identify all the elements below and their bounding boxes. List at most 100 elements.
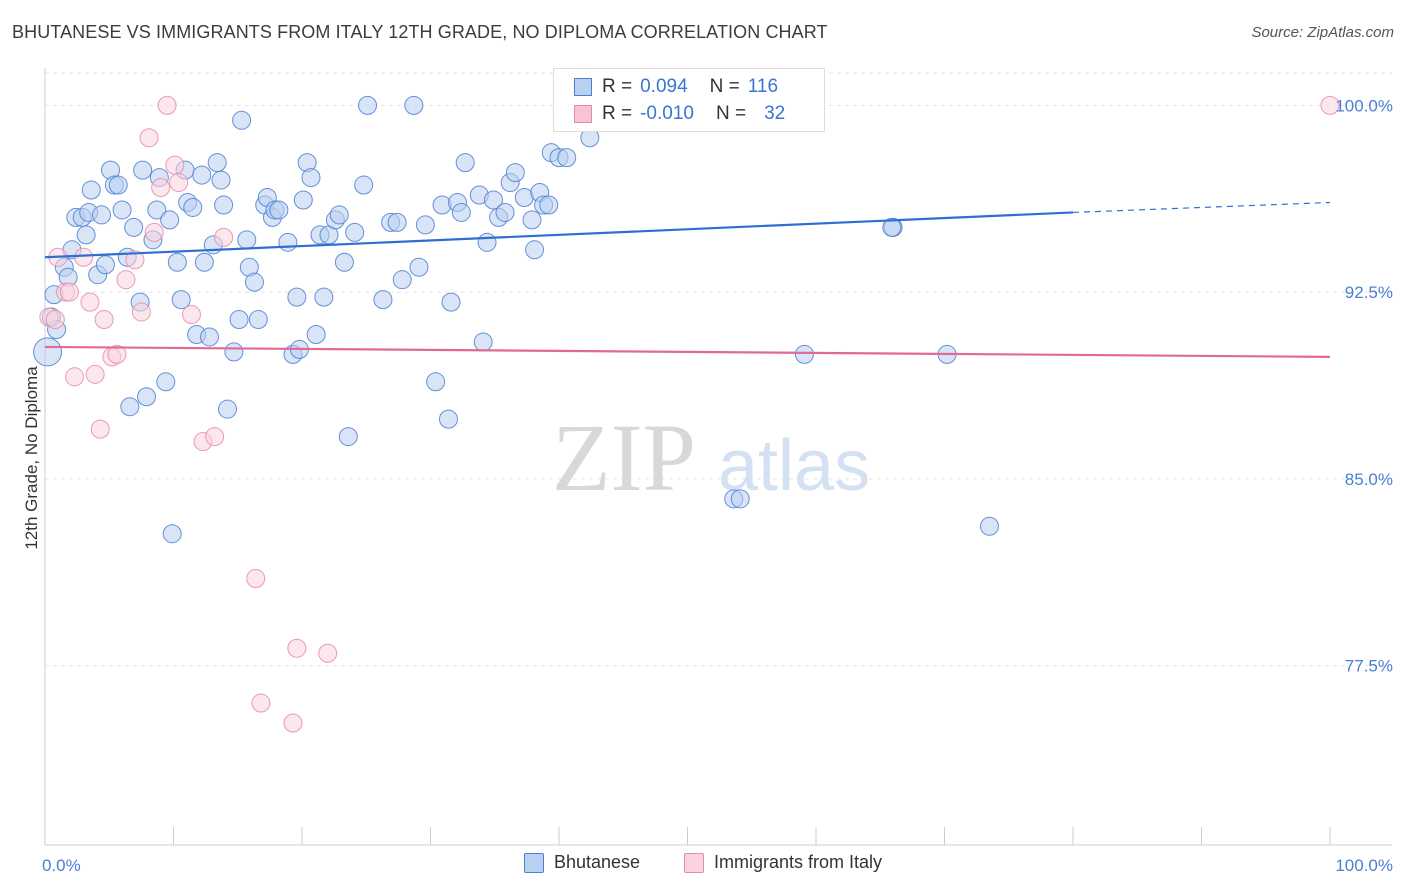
- legend-item-bhutanese[interactable]: Bhutanese: [523, 852, 641, 873]
- italy-point: [85, 364, 105, 384]
- bhutanese-point: [167, 252, 187, 272]
- bhutanese-point: [409, 257, 429, 277]
- bhutanese-point: [171, 290, 191, 310]
- bhutanese-point: [392, 270, 412, 290]
- italy-point: [165, 155, 185, 175]
- bhutanese-trend-line: [44, 211, 1074, 259]
- bhutanese-point: [334, 252, 354, 272]
- italy-point: [169, 173, 189, 193]
- y-tick-label: 92.5%: [1345, 283, 1393, 302]
- bhutanese-point: [162, 524, 182, 544]
- legend-swatch-italy: [574, 105, 592, 123]
- legend-row-bhutanese: R = 0.094 N = 116: [574, 75, 778, 99]
- italy-point: [318, 643, 338, 663]
- bhutanese-point: [214, 195, 234, 215]
- bhutanese-point: [404, 95, 424, 115]
- bhutanese-point: [354, 175, 374, 195]
- italy-point: [214, 227, 234, 247]
- bhutanese-point: [415, 215, 435, 235]
- bhutanese-point: [92, 205, 112, 225]
- bhutanese-point: [120, 397, 140, 417]
- bhutanese-point: [137, 387, 157, 407]
- n-value: 32: [764, 103, 786, 124]
- bhutanese-point: [525, 240, 545, 260]
- bhutanese-point: [224, 342, 244, 362]
- bhutanese-point: [199, 327, 219, 347]
- bhutanese-point: [438, 409, 458, 429]
- bhutanese-point: [495, 202, 515, 222]
- bhutanese-point: [505, 163, 525, 183]
- bhutanese-point: [979, 516, 999, 536]
- italy-point: [144, 222, 164, 242]
- bhutanese-point: [156, 372, 176, 392]
- italy-point: [283, 713, 303, 733]
- legend-swatch-bhutanese: [523, 852, 544, 873]
- italy-point: [80, 292, 100, 312]
- italy-point: [65, 367, 85, 387]
- italy-point: [45, 310, 65, 330]
- italy-point: [107, 344, 127, 364]
- bhutanese-point: [160, 210, 180, 230]
- bhutanese-point: [81, 180, 101, 200]
- bhutanese-point: [730, 489, 750, 509]
- bhutanese-point: [211, 170, 231, 190]
- bhutanese-point: [278, 232, 298, 252]
- n-value: 116: [747, 76, 779, 97]
- bhutanese-point: [441, 292, 461, 312]
- bhutanese-point: [269, 200, 289, 220]
- italy-point: [246, 569, 266, 589]
- bhutanese-point: [455, 153, 475, 173]
- y-tick-label: 100.0%: [1335, 96, 1393, 115]
- italy-point: [94, 310, 114, 330]
- bhutanese-point: [794, 344, 814, 364]
- italy-point: [131, 302, 151, 322]
- tick-labels: 77.5% 85.0% 92.5% 100.0% 0.0% 100.0%: [42, 96, 1393, 875]
- bhutanese-point: [882, 217, 902, 237]
- legend-swatch-italy: [684, 852, 705, 873]
- bhutanese-trend-extension: [1072, 201, 1331, 214]
- bhutanese-point: [237, 230, 257, 250]
- legend-item-italy[interactable]: Immigrants from Italy: [684, 852, 882, 873]
- bhutanese-point: [229, 310, 249, 330]
- bhutanese-point: [124, 217, 144, 237]
- bhutanese-point: [314, 287, 334, 307]
- bhutanese-point: [358, 95, 378, 115]
- watermark-zip: ZIP: [552, 404, 696, 511]
- x-tick-label: 0.0%: [42, 856, 81, 875]
- bhutanese-point: [426, 372, 446, 392]
- bhutanese-point: [539, 195, 559, 215]
- n-label: N =: [709, 76, 740, 97]
- series-legend: Bhutanese Immigrants from Italy: [0, 852, 1406, 873]
- bhutanese-point: [557, 148, 577, 168]
- bhutanese-point: [293, 190, 313, 210]
- legend-row-italy: R = -0.010 N = 32: [574, 102, 785, 126]
- bhutanese-point: [373, 290, 393, 310]
- italy-point: [125, 250, 145, 270]
- bhutanese-point: [473, 332, 493, 352]
- x-tick-label: 100.0%: [1335, 856, 1393, 875]
- axes: [44, 68, 1392, 846]
- y-tick-label: 77.5%: [1345, 657, 1393, 676]
- r-value: -0.010: [640, 103, 694, 124]
- bhutanese-point: [451, 202, 471, 222]
- bhutanese-point: [76, 225, 96, 245]
- legend-label-bhutanese: Bhutanese: [553, 852, 641, 872]
- bhutanese-point: [192, 165, 212, 185]
- bhutanese-point: [108, 175, 128, 195]
- bhutanese-point: [244, 272, 264, 292]
- bhutanese-point: [183, 197, 203, 217]
- italy-trend-line: [44, 345, 1331, 358]
- italy-point: [157, 95, 177, 115]
- bhutanese-point: [33, 337, 63, 367]
- n-label: N =: [715, 103, 747, 124]
- bhutanese-point: [387, 212, 407, 232]
- correlation-legend: R = 0.094 N = 116 R = -0.010 N = 32: [553, 68, 825, 132]
- data-points: [33, 95, 1340, 733]
- bhutanese-point: [301, 168, 321, 188]
- italy-point: [251, 693, 271, 713]
- bhutanese-point: [133, 160, 153, 180]
- italy-point: [139, 128, 159, 148]
- bhutanese-point: [345, 222, 365, 242]
- bhutanese-point: [338, 427, 358, 447]
- italy-point: [181, 305, 201, 325]
